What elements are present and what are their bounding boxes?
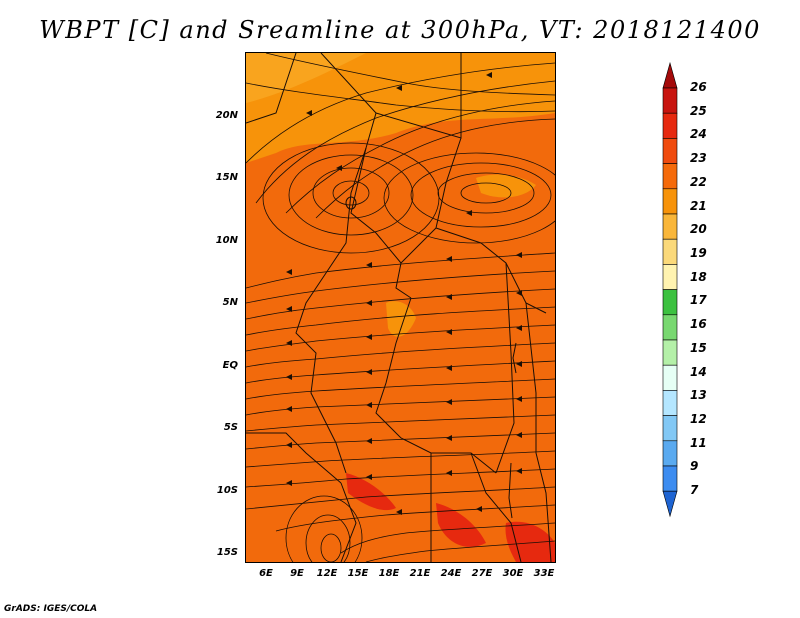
colorbar-label: 12 — [690, 412, 707, 427]
lat-label-5s: 5S — [223, 422, 238, 433]
streamlines-north — [246, 53, 555, 219]
colorbar-label: 21 — [690, 198, 707, 213]
colorbar-box — [662, 138, 678, 164]
field-20c-region — [246, 53, 366, 103]
lat-label-10s: 10S — [216, 485, 238, 496]
chart-title: WBPT [C] and Sreamline at 300hPa, VT: 20… — [39, 16, 761, 44]
field-21c-patch — [476, 174, 536, 198]
colorbar-label: 18 — [690, 269, 707, 284]
colorbar-box — [662, 213, 678, 240]
colorbar-box — [662, 112, 678, 139]
lon-label-30e: 30E — [502, 568, 524, 579]
footer-credit: GrADS: IGES/COLA — [4, 604, 98, 614]
field-24c-patch-1 — [346, 473, 396, 511]
lon-label-6e: 6E — [259, 568, 273, 579]
country-borders — [246, 53, 552, 562]
colorbar-label: 11 — [690, 435, 707, 450]
colorbar-box — [662, 440, 678, 467]
colorbar-box — [662, 415, 678, 442]
colorbar-boxes — [662, 61, 678, 518]
lat-label-20n: 20N — [215, 110, 238, 121]
field-24c-patch-2 — [436, 503, 486, 547]
colorbar-box — [662, 87, 678, 114]
colorbar-label: 20 — [690, 222, 707, 237]
colorbar-box — [662, 264, 678, 290]
colorbar-label: 22 — [690, 174, 707, 189]
colorbar — [662, 61, 678, 518]
lat-label-15s: 15S — [216, 547, 238, 558]
streamlines-zonal — [246, 252, 555, 562]
colorbar-box — [662, 314, 678, 341]
lon-label-27e: 27E — [471, 568, 493, 579]
colorbar-label: 7 — [690, 483, 699, 498]
lon-label-24e: 24E — [440, 568, 462, 579]
lat-label-10n: 10N — [215, 235, 238, 246]
colorbar-box — [662, 364, 678, 391]
field-21c-region — [246, 53, 555, 163]
colorbar-label: 25 — [690, 103, 707, 118]
lon-label-18e: 18E — [378, 568, 400, 579]
colorbar-label: 14 — [690, 364, 707, 379]
colorbar-label: 15 — [690, 340, 707, 355]
lat-label-5n: 5N — [222, 297, 238, 308]
map-panel — [245, 52, 556, 563]
lon-label-15e: 15E — [347, 568, 369, 579]
lon-label-21e: 21E — [409, 568, 431, 579]
lon-label-33e: 33E — [533, 568, 555, 579]
colorbar-box — [662, 238, 678, 265]
colorbar-label: 13 — [690, 388, 707, 403]
colorbar-box — [662, 163, 678, 190]
colorbar-box — [662, 339, 678, 366]
colorbar-box — [662, 289, 678, 316]
colorbar-label: 24 — [690, 127, 707, 142]
colorbar-label: 16 — [690, 317, 707, 332]
colorbar-top-arrow — [662, 61, 678, 89]
colorbar-label: 9 — [690, 459, 699, 474]
colorbar-label: 19 — [690, 246, 707, 261]
colorbar-box — [662, 188, 678, 215]
vortex-south — [285, 495, 363, 562]
lakes — [345, 196, 517, 519]
colorbar-bottom-arrow — [662, 490, 678, 518]
colorbar-label: 17 — [690, 293, 707, 308]
colorbar-label: 23 — [690, 151, 707, 166]
lat-label-eq: EQ — [222, 360, 238, 371]
field-24c-patch-3 — [505, 521, 555, 562]
lat-label-15n: 15N — [215, 172, 238, 183]
colorbar-box — [662, 390, 678, 416]
colorbar-box — [662, 465, 678, 492]
map-svg — [246, 53, 555, 562]
field-21c-center — [386, 301, 416, 337]
streamline-arrows — [286, 72, 522, 515]
colorbar-label: 26 — [690, 80, 707, 94]
anticyclone-east — [383, 152, 555, 244]
lon-label-9e: 9E — [290, 568, 304, 579]
lon-label-12e: 12E — [316, 568, 338, 579]
